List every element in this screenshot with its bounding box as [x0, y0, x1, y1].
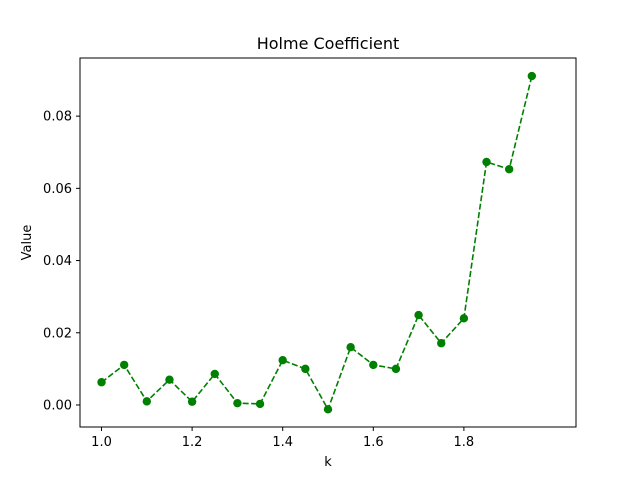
data-point: [437, 339, 446, 348]
y-axis-label: Value: [20, 225, 35, 261]
x-tick-label: 1.6: [363, 435, 384, 450]
data-point: [119, 360, 129, 370]
data-point: [210, 369, 219, 379]
y-tick-label: 0.04: [43, 254, 72, 269]
x-tick-label: 1.0: [91, 435, 112, 450]
data-point: [255, 399, 265, 409]
series-line: [101, 75, 533, 412]
data-point: [142, 397, 152, 406]
data-point: [527, 71, 537, 81]
data-point: [301, 364, 310, 374]
y-tick-label: 0.06: [43, 182, 72, 197]
x-tick-label: 1.8: [454, 435, 475, 450]
series-layer: [97, 71, 537, 414]
chart-title: Holme Coefficient: [257, 34, 400, 53]
data-point: [323, 405, 333, 414]
y-tick-label: 0.00: [43, 398, 72, 413]
y-axis-ticks: 0.00 0.02 0.04 0.06 0.08: [43, 110, 80, 413]
data-point: [233, 398, 242, 408]
data-point: [369, 360, 378, 370]
data-point: [391, 364, 401, 374]
data-point: [165, 375, 174, 384]
data-point: [278, 356, 287, 365]
data-point: [97, 378, 106, 387]
data-point: [187, 397, 197, 406]
data-point: [414, 310, 423, 320]
data-point: [346, 343, 355, 352]
y-tick-label: 0.02: [43, 326, 72, 341]
data-point: [504, 165, 514, 174]
data-point: [482, 157, 491, 167]
y-tick-label: 0.08: [43, 110, 72, 125]
x-axis-label: k: [324, 455, 332, 470]
x-tick-label: 1.4: [272, 435, 293, 450]
data-point: [459, 314, 469, 323]
x-tick-label: 1.2: [182, 435, 203, 450]
plot-area-frame: [79, 57, 577, 428]
x-axis-ticks: 1.0 1.2 1.4 1.6 1.8: [91, 427, 474, 450]
